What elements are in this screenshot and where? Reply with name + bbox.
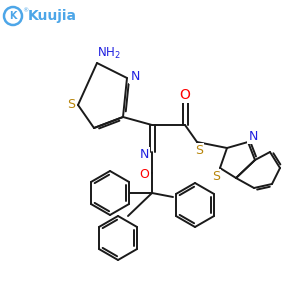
Text: O: O — [139, 169, 149, 182]
Text: NH$_2$: NH$_2$ — [97, 45, 121, 61]
Text: K: K — [9, 11, 17, 21]
Text: N: N — [248, 130, 258, 142]
Text: S: S — [67, 98, 75, 112]
Text: N: N — [139, 148, 149, 160]
Text: O: O — [180, 88, 190, 102]
Text: S: S — [195, 143, 203, 157]
Text: ®: ® — [22, 8, 29, 14]
Text: Kuujia: Kuujia — [28, 9, 76, 23]
Text: S: S — [212, 169, 220, 182]
Text: N: N — [130, 70, 140, 83]
